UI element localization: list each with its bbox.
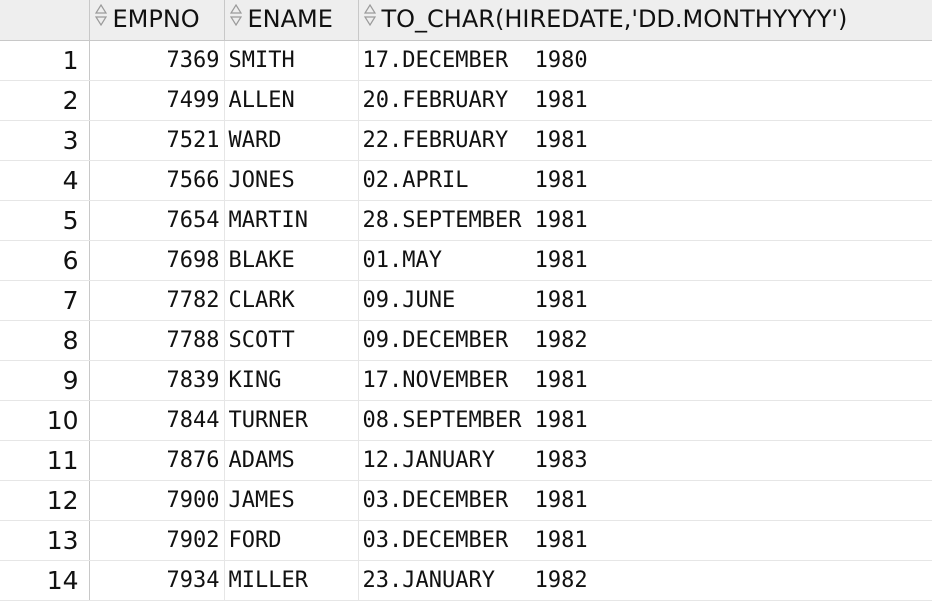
ename-cell[interactable]: ADAMS: [224, 440, 359, 481]
empno-cell[interactable]: 7844: [89, 400, 225, 441]
empno-cell[interactable]: 7499: [89, 80, 225, 121]
ename-cell[interactable]: WARD: [224, 120, 359, 161]
empno-cell[interactable]: 7521: [89, 120, 225, 161]
table-row[interactable]: 5 7654 MARTIN 28.SEPTEMBER 1981: [0, 200, 932, 241]
corner-cell: [0, 0, 90, 41]
hiredate-cell[interactable]: 17.NOVEMBER 1981: [358, 360, 932, 401]
ename-cell[interactable]: TURNER: [224, 400, 359, 441]
empno-cell[interactable]: 7788: [89, 320, 225, 361]
hiredate-cell[interactable]: 08.SEPTEMBER 1981: [358, 400, 932, 441]
row-number-cell[interactable]: 12: [0, 480, 90, 521]
column-header-label: EMPNO: [112, 5, 200, 33]
ename-cell[interactable]: SCOTT: [224, 320, 359, 361]
column-header-label: TO_CHAR(HIREDATE,'DD.MONTHYYYY'): [381, 5, 848, 33]
table-row[interactable]: 4 7566 JONES 02.APRIL 1981: [0, 160, 932, 201]
hiredate-cell[interactable]: 23.JANUARY 1982: [358, 560, 932, 601]
row-number-cell[interactable]: 6: [0, 240, 90, 281]
row-number-cell[interactable]: 1: [0, 40, 90, 81]
ename-cell[interactable]: KING: [224, 360, 359, 401]
column-header-label: ENAME: [247, 5, 333, 33]
empno-cell[interactable]: 7900: [89, 480, 225, 521]
hiredate-cell[interactable]: 02.APRIL 1981: [358, 160, 932, 201]
empno-cell[interactable]: 7876: [89, 440, 225, 481]
ename-cell[interactable]: MILLER: [224, 560, 359, 601]
hiredate-cell[interactable]: 12.JANUARY 1983: [358, 440, 932, 481]
hiredate-cell[interactable]: 03.DECEMBER 1981: [358, 520, 932, 561]
table-row[interactable]: 3 7521 WARD 22.FEBRUARY 1981: [0, 120, 932, 161]
row-number-cell[interactable]: 14: [0, 560, 90, 601]
table-row[interactable]: 14 7934 MILLER 23.JANUARY 1982: [0, 560, 932, 601]
table-row[interactable]: 7 7782 CLARK 09.JUNE 1981: [0, 280, 932, 321]
hiredate-cell[interactable]: 01.MAY 1981: [358, 240, 932, 281]
row-number-cell[interactable]: 7: [0, 280, 90, 321]
empno-cell[interactable]: 7934: [89, 560, 225, 601]
hiredate-cell[interactable]: 09.DECEMBER 1982: [358, 320, 932, 361]
table-row[interactable]: 6 7698 BLAKE 01.MAY 1981: [0, 240, 932, 281]
table-row[interactable]: 11 7876 ADAMS 12.JANUARY 1983: [0, 440, 932, 481]
hiredate-cell[interactable]: 03.DECEMBER 1981: [358, 480, 932, 521]
row-number-cell[interactable]: 8: [0, 320, 90, 361]
table-row[interactable]: 13 7902 FORD 03.DECEMBER 1981: [0, 520, 932, 561]
ename-cell[interactable]: CLARK: [224, 280, 359, 321]
hiredate-cell[interactable]: 28.SEPTEMBER 1981: [358, 200, 932, 241]
sort-icon[interactable]: [94, 3, 108, 33]
row-number-cell[interactable]: 9: [0, 360, 90, 401]
hiredate-cell[interactable]: 20.FEBRUARY 1981: [358, 80, 932, 121]
ename-cell[interactable]: ALLEN: [224, 80, 359, 121]
table-row[interactable]: 9 7839 KING 17.NOVEMBER 1981: [0, 360, 932, 401]
header-row: EMPNO ENAME TO_CHAR(HIREDATE,'DD.MONTHYY…: [0, 0, 932, 41]
empno-cell[interactable]: 7902: [89, 520, 225, 561]
column-header-hiredate[interactable]: TO_CHAR(HIREDATE,'DD.MONTHYYYY'): [357, 0, 932, 41]
table-row[interactable]: 10 7844 TURNER 08.SEPTEMBER 1981: [0, 400, 932, 441]
table-row[interactable]: 12 7900 JAMES 03.DECEMBER 1981: [0, 480, 932, 521]
column-header-ename[interactable]: ENAME: [223, 0, 359, 41]
empno-cell[interactable]: 7698: [89, 240, 225, 281]
empno-cell[interactable]: 7839: [89, 360, 225, 401]
ename-cell[interactable]: JONES: [224, 160, 359, 201]
ename-cell[interactable]: FORD: [224, 520, 359, 561]
empno-cell[interactable]: 7566: [89, 160, 225, 201]
empno-cell[interactable]: 7654: [89, 200, 225, 241]
row-number-cell[interactable]: 4: [0, 160, 90, 201]
sort-icon[interactable]: [229, 3, 243, 33]
row-number-cell[interactable]: 3: [0, 120, 90, 161]
hiredate-cell[interactable]: 17.DECEMBER 1980: [358, 40, 932, 81]
row-number-cell[interactable]: 13: [0, 520, 90, 561]
hiredate-cell[interactable]: 22.FEBRUARY 1981: [358, 120, 932, 161]
column-header-empno[interactable]: EMPNO: [88, 0, 225, 41]
row-number-cell[interactable]: 2: [0, 80, 90, 121]
table-row[interactable]: 1 7369 SMITH 17.DECEMBER 1980: [0, 40, 932, 81]
ename-cell[interactable]: BLAKE: [224, 240, 359, 281]
table-row[interactable]: 2 7499 ALLEN 20.FEBRUARY 1981: [0, 80, 932, 121]
row-number-cell[interactable]: 10: [0, 400, 90, 441]
ename-cell[interactable]: JAMES: [224, 480, 359, 521]
row-number-cell[interactable]: 11: [0, 440, 90, 481]
empno-cell[interactable]: 7369: [89, 40, 225, 81]
ename-cell[interactable]: MARTIN: [224, 200, 359, 241]
sort-icon[interactable]: [363, 3, 377, 33]
ename-cell[interactable]: SMITH: [224, 40, 359, 81]
hiredate-cell[interactable]: 09.JUNE 1981: [358, 280, 932, 321]
empno-cell[interactable]: 7782: [89, 280, 225, 321]
row-number-cell[interactable]: 5: [0, 200, 90, 241]
table-row[interactable]: 8 7788 SCOTT 09.DECEMBER 1982: [0, 320, 932, 361]
grid-body: 1 7369 SMITH 17.DECEMBER 1980 2 7499 ALLEN 20.F…: [0, 40, 932, 601]
